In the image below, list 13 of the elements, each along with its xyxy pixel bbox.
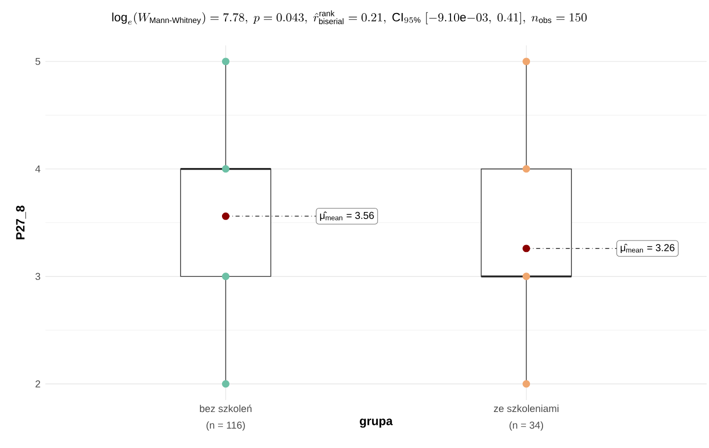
annotation: μ̂$_{mean}$ = 3.56 [320,212,374,221]
x-axis-title: grupa [360,418,393,428]
text: (n = 116) [206,421,245,431]
x-tick-label: ze szkoleniami [494,404,558,412]
y-tick-label: 2 [36,380,40,388]
y-tick-label: 4 [35,165,40,172]
text: (n = 34) [510,421,544,431]
y-tick-label: 3 [35,272,40,280]
chart-title: $\mathrm{log}_{e}(W_{\mathrm{Mann\text{-}Whitney}}) = 7.78,\ p = 0.043,\ \hat{r}^{\mathrm{rank}}_{\mathrm{biserial}} = 0.21,\ \mathrm{CI}_{95\%}\ [-9.10\mathrm{e}{-}03,\ 0.41],\ n_{\mathrm{obs}} = 150$ [112,10,587,25]
y-tick-label: 5 [35,58,40,65]
annotation: μ̂$_{mean}$ = 3.26 [620,244,674,254]
y-axis-title: P27_8 [16,206,26,240]
x-tick-label: bez szkoleń [200,404,252,412]
